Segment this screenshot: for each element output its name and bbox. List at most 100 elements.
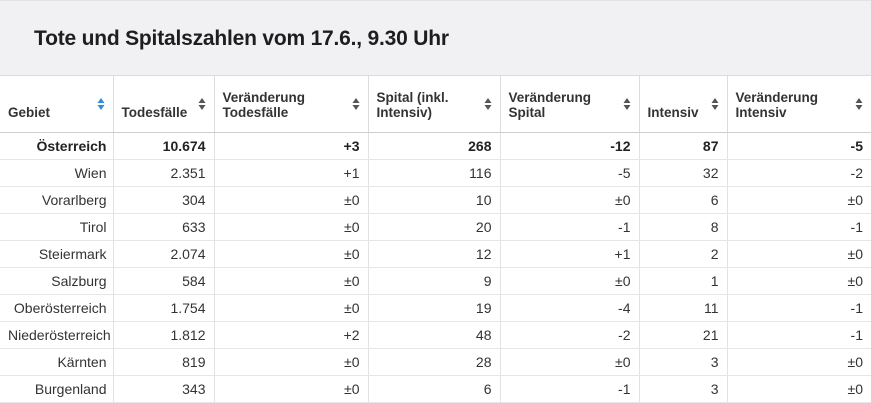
sort-icon[interactable] [352,97,360,111]
region-cell: Tirol [0,213,114,241]
value-cell: 268 [368,132,501,160]
value-cell: -1 [500,213,640,241]
value-cell: ±0 [727,267,871,295]
value-cell: 1.754 [113,294,215,322]
sort-icon[interactable] [711,97,719,111]
col-header-veraenderung-intensiv[interactable]: Veränderung Intensiv [727,76,871,133]
value-cell: 3 [639,375,728,403]
header-label: Intensiv [647,105,699,120]
value-cell: ±0 [214,213,369,241]
value-cell: ±0 [727,375,871,403]
value-cell: +3 [214,132,369,160]
header-label: Veränderung Spital [508,90,592,120]
table-row: Tirol 633 ±0 20 -1 8 -1 [0,213,871,241]
value-cell: ±0 [214,186,369,214]
value-cell: -5 [500,159,640,187]
region-cell: Österreich [0,132,114,160]
title-bar: Tote und Spitalszahlen vom 17.6., 9.30 U… [0,0,871,75]
value-cell: ±0 [727,348,871,376]
value-cell: ±0 [214,348,369,376]
header-label: Veränderung Todesfälle [222,90,306,120]
value-cell: 6 [639,186,728,214]
table-body: Österreich 10.674 +3 268 -12 87 -5 Wien 2.351 +1 1… [0,132,871,403]
value-cell: 48 [368,321,501,349]
col-header-gebiet[interactable]: Gebiet [0,76,114,133]
value-cell: 3 [639,348,728,376]
region-cell: Kärnten [0,348,114,376]
region-cell: Steiermark [0,240,114,268]
value-cell: ±0 [500,348,640,376]
value-cell: 19 [368,294,501,322]
table-row: Niederösterreich 1.812 +2 48 -2 21 -1 [0,321,871,349]
value-cell: 87 [639,132,728,160]
col-header-todesfaelle[interactable]: Todesfälle [113,76,215,133]
value-cell: -1 [500,375,640,403]
table-row: Oberösterreich 1.754 ±0 19 -4 11 -1 [0,294,871,322]
value-cell: -1 [727,321,871,349]
value-cell: 9 [368,267,501,295]
value-cell: -4 [500,294,640,322]
sort-icon[interactable] [623,97,631,111]
col-header-spital[interactable]: Spital (inkl. Intensiv) [368,76,501,133]
value-cell: -2 [727,159,871,187]
value-cell: ±0 [214,240,369,268]
value-cell: 32 [639,159,728,187]
value-cell: +1 [214,159,369,187]
table-row: Kärnten 819 ±0 28 ±0 3 ±0 [0,348,871,376]
value-cell: 12 [368,240,501,268]
region-cell: Vorarlberg [0,186,114,214]
header-label: Todesfälle [121,105,188,120]
col-header-intensiv[interactable]: Intensiv [639,76,728,133]
value-cell: 21 [639,321,728,349]
region-cell: Wien [0,159,114,187]
table-row: Wien 2.351 +1 116 -5 32 -2 [0,159,871,187]
value-cell: ±0 [500,267,640,295]
value-cell: 116 [368,159,501,187]
value-cell: ±0 [500,186,640,214]
header-row: Gebiet Todesfälle Veränderung Todesfälle… [0,76,871,133]
value-cell: +1 [500,240,640,268]
table-row: Salzburg 584 ±0 9 ±0 1 ±0 [0,267,871,295]
region-cell: Niederösterreich [0,321,114,349]
value-cell: 10.674 [113,132,215,160]
header-label: Spital (inkl. Intensiv) [376,90,449,120]
col-header-veraenderung-todesfaelle[interactable]: Veränderung Todesfälle [214,76,369,133]
data-table: Gebiet Todesfälle Veränderung Todesfälle… [0,76,871,403]
value-cell: 1 [639,267,728,295]
sort-icon[interactable] [97,97,105,111]
value-cell: ±0 [214,294,369,322]
region-cell: Salzburg [0,267,114,295]
value-cell: +2 [214,321,369,349]
value-cell: 633 [113,213,215,241]
value-cell: 2.074 [113,240,215,268]
value-cell: 343 [113,375,215,403]
value-cell: ±0 [214,267,369,295]
header-label: Veränderung Intensiv [735,90,819,120]
data-table-wrapper: Gebiet Todesfälle Veränderung Todesfälle… [0,75,871,403]
value-cell: 304 [113,186,215,214]
value-cell: 8 [639,213,728,241]
value-cell: 10 [368,186,501,214]
col-header-veraenderung-spital[interactable]: Veränderung Spital [500,76,640,133]
value-cell: -2 [500,321,640,349]
sort-icon[interactable] [484,97,492,111]
table-row: Vorarlberg 304 ±0 10 ±0 6 ±0 [0,186,871,214]
value-cell: 1.812 [113,321,215,349]
value-cell: -1 [727,213,871,241]
sort-icon[interactable] [198,97,206,111]
table-row: Steiermark 2.074 ±0 12 +1 2 ±0 [0,240,871,268]
value-cell: ±0 [727,240,871,268]
table-row: Österreich 10.674 +3 268 -12 87 -5 [0,132,871,160]
table-title: Tote und Spitalszahlen vom 17.6., 9.30 U… [34,27,449,50]
header-label: Gebiet [8,105,51,120]
value-cell: -12 [500,132,640,160]
value-cell: 819 [113,348,215,376]
value-cell: -1 [727,294,871,322]
value-cell: 20 [368,213,501,241]
value-cell: 11 [639,294,728,322]
value-cell: ±0 [727,186,871,214]
value-cell: 6 [368,375,501,403]
sort-icon[interactable] [855,97,863,111]
region-cell: Burgenland [0,375,114,403]
value-cell: 2 [639,240,728,268]
